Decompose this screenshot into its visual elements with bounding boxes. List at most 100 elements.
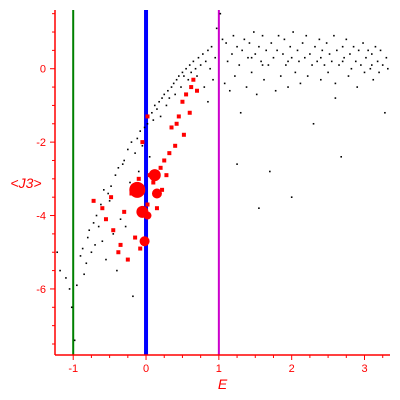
point-s0-107 [265, 49, 267, 52]
point-s1-8 [125, 257, 130, 262]
point-s0-136 [318, 38, 321, 41]
point-s0-83 [221, 38, 224, 41]
point-s0-173 [385, 56, 388, 59]
point-s0-182 [370, 64, 373, 66]
point-s0-12 [88, 229, 91, 232]
point-s0-138 [321, 49, 324, 52]
tick-marks: -1 0 1 2 3 -6 -4 -2 0 [36, 13, 384, 375]
point-s0-6 [76, 284, 78, 287]
point-s0-9 [83, 273, 85, 276]
point-s0-102 [255, 93, 258, 96]
point-s0-137 [320, 78, 322, 81]
point-s0-143 [330, 60, 333, 63]
point-s0-5 [73, 339, 76, 342]
point-s0-94 [241, 49, 243, 52]
point-s0-2 [65, 277, 67, 279]
point-s0-36 [132, 295, 134, 298]
point-s0-26 [114, 174, 117, 176]
point-s0-57 [172, 82, 175, 85]
x-tick-label: 3 [361, 363, 367, 375]
point-s0-144 [333, 34, 335, 37]
point-s1-25 [176, 114, 181, 119]
point-s0-178 [334, 97, 337, 99]
point-s1-21 [167, 151, 172, 156]
point-s1-7 [122, 209, 127, 214]
point-s0-56 [170, 86, 173, 88]
point-s1-31 [191, 77, 196, 82]
point-s0-97 [247, 56, 249, 59]
point-s0-50 [159, 115, 162, 118]
point-s0-30 [121, 163, 124, 165]
point-s0-34 [129, 181, 131, 184]
point-s0-33 [127, 148, 129, 151]
point-s1-2 [103, 217, 108, 222]
point-s0-142 [328, 53, 331, 55]
x-axis-label: E [218, 376, 228, 392]
point-s0-168 [376, 60, 379, 63]
point-s0-35 [130, 141, 133, 143]
point-s0-126 [299, 82, 302, 85]
point-s0-114 [277, 34, 280, 37]
x-tick-label: 0 [143, 363, 149, 375]
point-s0-165 [370, 53, 373, 55]
point-s0-141 [327, 71, 329, 74]
point-s1-33 [145, 114, 150, 119]
point-s1-1 [100, 206, 105, 211]
point-s0-70 [196, 75, 198, 77]
point-s0-175 [258, 207, 260, 209]
point-s1-6 [118, 242, 123, 247]
point-s1-13 [145, 202, 150, 207]
point-s0-46 [152, 119, 155, 121]
point-s0-172 [384, 111, 386, 114]
point-s0-58 [174, 93, 176, 96]
point-s0-176 [290, 196, 293, 198]
point-s0-15 [94, 244, 96, 246]
point-s0-45 [151, 111, 153, 114]
point-s0-72 [199, 64, 202, 66]
point-s0-59 [175, 78, 178, 81]
point-s0-82 [219, 12, 222, 15]
point-s0-65 [187, 78, 190, 81]
point-s0-133 [312, 122, 315, 125]
point-s0-84 [223, 82, 226, 85]
point-s1-11 [136, 176, 141, 181]
point-s0-115 [279, 75, 282, 77]
point-s0-111 [272, 56, 275, 59]
point-s0-101 [254, 53, 257, 55]
point-s2-2 [151, 188, 162, 199]
point-s0-119 [287, 86, 289, 88]
point-s0-103 [258, 45, 260, 48]
point-s0-80 [214, 56, 217, 59]
point-s0-17 [97, 225, 100, 228]
point-s0-21 [105, 258, 107, 261]
point-s0-64 [185, 67, 187, 70]
point-s0-76 [207, 49, 209, 52]
point-s0-134 [314, 45, 316, 48]
point-s0-95 [243, 38, 246, 41]
point-s0-185 [250, 56, 253, 59]
point-s0-129 [305, 34, 308, 37]
point-s0-125 [298, 60, 300, 63]
point-s0-157 [356, 86, 359, 88]
point-s0-171 [381, 64, 384, 66]
point-s1-16 [154, 206, 159, 211]
point-s0-158 [357, 49, 360, 52]
point-s0-32 [124, 225, 127, 228]
point-s0-128 [303, 56, 306, 59]
point-s1-28 [184, 92, 189, 97]
point-s0-27 [116, 269, 118, 272]
point-s0-69 [194, 67, 197, 70]
point-s0-48 [156, 108, 158, 110]
point-s0-177 [236, 163, 238, 165]
point-s2-4 [139, 236, 150, 247]
point-s0-148 [340, 156, 343, 158]
point-s0-154 [350, 67, 353, 70]
point-s1-3 [109, 195, 114, 200]
point-s2-1 [148, 169, 161, 182]
point-s1-24 [174, 121, 179, 126]
point-s0-169 [378, 71, 380, 74]
point-s0-183 [320, 56, 322, 59]
axes [54, 10, 390, 356]
point-s0-75 [204, 60, 207, 63]
point-s0-19 [101, 240, 104, 243]
